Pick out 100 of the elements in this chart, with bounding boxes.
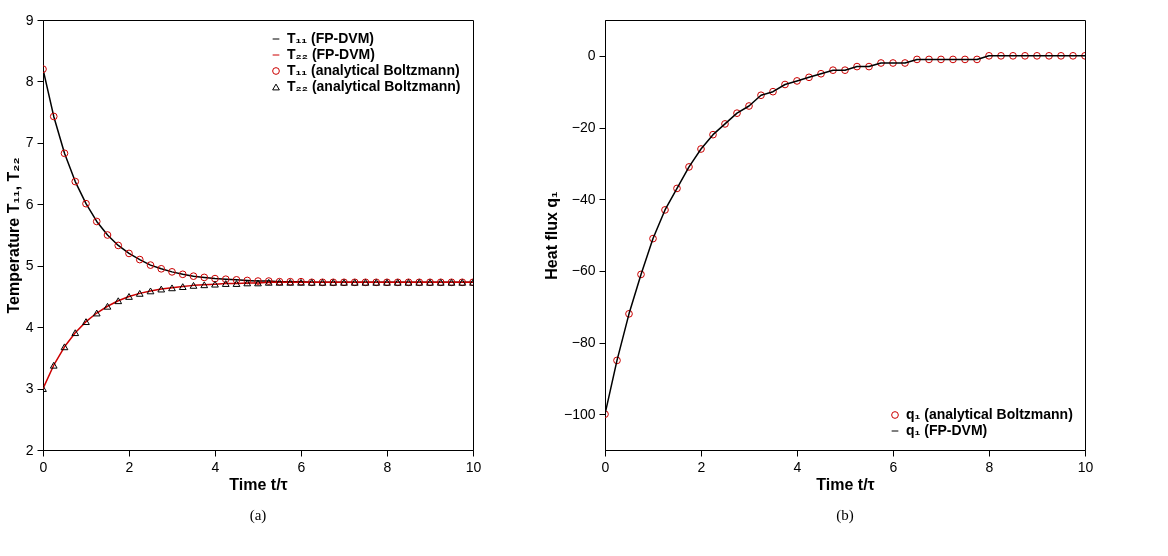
- x-tick-label: 0: [601, 458, 610, 475]
- point: [1033, 51, 1041, 60]
- point: [769, 87, 777, 96]
- legend-label: T₂₂ (analytical Boltzmann): [287, 78, 461, 94]
- point: [901, 59, 909, 67]
- point: [114, 241, 123, 250]
- point: [49, 361, 58, 369]
- point: [103, 302, 112, 310]
- point: [721, 120, 729, 128]
- point: [925, 55, 933, 64]
- point: [637, 270, 645, 279]
- y-tick-label: 7: [25, 134, 34, 151]
- point: [805, 73, 813, 82]
- point: [125, 293, 133, 300]
- legend-label: T₂₂ (FP-DVM): [287, 46, 375, 62]
- point: [168, 284, 176, 292]
- point: [997, 51, 1005, 60]
- x-tick-label: 8: [383, 458, 392, 475]
- legend-label: q₁ (FP-DVM): [906, 422, 988, 438]
- y-tick-label: 2: [25, 441, 34, 458]
- y-tick-label: 8: [25, 72, 34, 89]
- text: (a): [249, 507, 267, 524]
- x-axis-title: Time t/τ: [229, 475, 288, 493]
- point: [877, 59, 885, 67]
- point: [221, 275, 230, 284]
- y-tick-label: 6: [25, 195, 34, 212]
- point: [697, 145, 705, 153]
- point: [232, 280, 241, 287]
- point: [92, 309, 101, 317]
- point: [125, 249, 133, 258]
- text: (b): [836, 507, 854, 524]
- x-tick-label: 10: [465, 458, 482, 475]
- legend-label: T₁₁ (FP-DVM): [287, 30, 375, 46]
- x-tick-label: 2: [697, 458, 706, 475]
- point: [82, 199, 90, 208]
- x-tick-label: 8: [985, 458, 994, 475]
- point: [60, 343, 69, 351]
- point: [865, 62, 873, 71]
- point: [178, 283, 187, 291]
- point: [135, 289, 144, 297]
- y-axis-title: Temperature T₁₁, T₂₂: [4, 157, 22, 314]
- point: [973, 55, 981, 64]
- x-tick-label: 6: [889, 458, 898, 475]
- point: [146, 287, 155, 295]
- point: [49, 112, 58, 121]
- y-tick-label: 9: [25, 11, 34, 28]
- y-tick-label: −20: [571, 119, 596, 135]
- x-tick-label: 4: [793, 458, 802, 475]
- point: [685, 163, 693, 171]
- point: [168, 268, 176, 276]
- point: [211, 274, 219, 283]
- point: [114, 297, 123, 305]
- x-tick-label: 6: [297, 458, 306, 475]
- point: [135, 255, 144, 264]
- point: [189, 272, 198, 280]
- point: [673, 184, 681, 193]
- point: [1009, 51, 1017, 60]
- point: [613, 356, 621, 365]
- point: [157, 264, 166, 273]
- point: [829, 66, 837, 75]
- point: [157, 285, 166, 293]
- point: [817, 69, 825, 78]
- x-tick-label: 2: [125, 458, 134, 475]
- point: [82, 318, 90, 326]
- point: [178, 270, 187, 279]
- point: [949, 55, 957, 64]
- y-tick-label: 0: [587, 47, 596, 64]
- point: [103, 231, 112, 239]
- point: [781, 80, 789, 89]
- point: [92, 217, 101, 226]
- y-tick-label: −80: [571, 334, 596, 350]
- point: [200, 273, 209, 282]
- point: [71, 329, 80, 337]
- x-tick-label: 0: [39, 458, 48, 475]
- y-axis-title: Heat flux q₁: [542, 190, 560, 280]
- point: [961, 55, 969, 64]
- point: [853, 62, 861, 71]
- legend-label: q₁ (analytical Boltzmann): [906, 406, 1073, 422]
- point: [1045, 51, 1053, 60]
- point: [649, 234, 657, 243]
- point: [793, 77, 801, 85]
- y-tick-label: −40: [571, 190, 596, 207]
- point: [146, 261, 155, 269]
- x-tick-label: 4: [211, 458, 220, 475]
- x-axis-title: Time t/τ: [816, 475, 875, 493]
- point: [232, 276, 241, 284]
- y-tick-label: 3: [25, 380, 34, 397]
- point: [841, 66, 849, 75]
- legend-label: T₁₁ (analytical Boltzmann): [287, 62, 460, 78]
- point: [1057, 51, 1065, 60]
- point: [1069, 51, 1077, 60]
- y-tick-label: 5: [25, 257, 34, 274]
- point: [913, 55, 921, 64]
- point: [1021, 51, 1029, 60]
- y-tick-label: −100: [563, 405, 596, 422]
- point: [71, 177, 80, 186]
- point: [661, 206, 669, 214]
- point: [60, 149, 69, 158]
- point: [745, 102, 753, 110]
- point: [221, 280, 230, 287]
